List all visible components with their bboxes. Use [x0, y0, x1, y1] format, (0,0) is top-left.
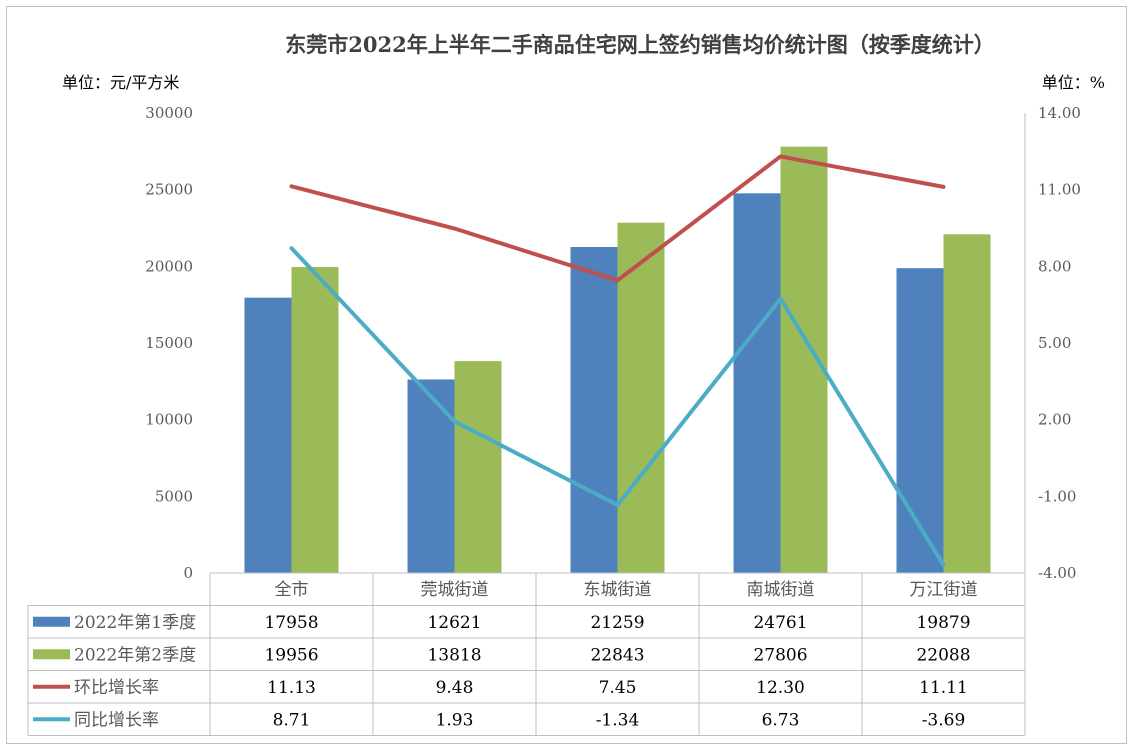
category-label: 全市	[275, 580, 309, 600]
y-tick-left: 20000	[145, 257, 193, 275]
y-axis-right-unit: 单位：%	[1042, 73, 1105, 92]
chart-title: 东莞市2022年上半年二手商品住宅网上签约销售均价统计图（按季度统计）	[285, 32, 994, 57]
table-cell-value: 7.45	[599, 678, 637, 698]
table-cell-value: 27806	[753, 645, 807, 665]
table-cell-value: 9.48	[436, 678, 474, 698]
bar-series-1	[733, 193, 781, 573]
bar-series-2	[291, 267, 339, 573]
table-cell-value: 17958	[264, 613, 318, 633]
bar-series-2	[780, 146, 828, 573]
line-series-1	[289, 154, 946, 283]
table-cell-value: 21259	[590, 613, 644, 633]
y-tick-right: 11.00	[1038, 181, 1081, 199]
bar-series-2	[454, 361, 502, 573]
legend-key-bar	[33, 649, 70, 660]
bar-series-1	[896, 268, 944, 573]
bar-series-1	[407, 379, 455, 573]
table-cell-value: -3.69	[922, 710, 966, 730]
table-cell-value: 6.73	[762, 710, 800, 730]
category-label: 南城街道	[747, 580, 815, 600]
table-cell-value: 1.93	[436, 710, 474, 730]
category-label: 东城街道	[584, 580, 652, 600]
legend-key-bar	[33, 616, 70, 627]
bar-series-2	[617, 222, 665, 573]
category-label: 莞城街道	[421, 580, 489, 600]
table-cell-value: 24761	[753, 613, 807, 633]
y-tick-left: 0	[183, 564, 193, 582]
table-cell-value: 22843	[590, 645, 644, 665]
y-tick-left: 15000	[145, 334, 193, 352]
y-tick-right: 8.00	[1038, 257, 1071, 275]
category-label: 万江街道	[910, 580, 978, 600]
y-tick-right: 14.00	[1038, 104, 1081, 122]
y-tick-left: 10000	[145, 411, 193, 429]
line-series-2	[289, 246, 946, 568]
legend-label: 2022年第2季度	[74, 645, 196, 665]
legend-label: 同比增长率	[74, 710, 159, 730]
y-tick-left: 25000	[145, 181, 193, 199]
chart-frame	[6, 6, 1127, 744]
table-cell-value: 22088	[916, 645, 970, 665]
bar-series-2	[943, 234, 991, 574]
table-cell-value: 12621	[427, 613, 481, 633]
y-tick-right: -4.00	[1038, 564, 1076, 582]
table-cell-value: 11.11	[919, 678, 968, 698]
y-tick-right: 5.00	[1038, 334, 1071, 352]
table-cell-value: 19956	[264, 645, 318, 665]
table-cell-value: -1.34	[596, 710, 640, 730]
table-cell-value: 19879	[916, 613, 970, 633]
y-tick-left: 5000	[155, 487, 193, 505]
table-cell-value: 11.13	[267, 678, 316, 698]
bar-series-1	[244, 297, 292, 573]
table-cell-value: 13818	[427, 645, 481, 665]
table-cell-value: 8.71	[273, 710, 311, 730]
y-tick-left: 30000	[145, 104, 193, 122]
y-tick-right: 2.00	[1038, 411, 1071, 429]
legend-label: 2022年第1季度	[74, 613, 196, 633]
y-axis-left-unit: 单位：元/平方米	[62, 73, 179, 92]
legend-label: 环比增长率	[74, 678, 159, 698]
y-tick-right: -1.00	[1038, 487, 1076, 505]
table-cell-value: 12.30	[756, 678, 805, 698]
bar-series-1	[570, 247, 618, 573]
